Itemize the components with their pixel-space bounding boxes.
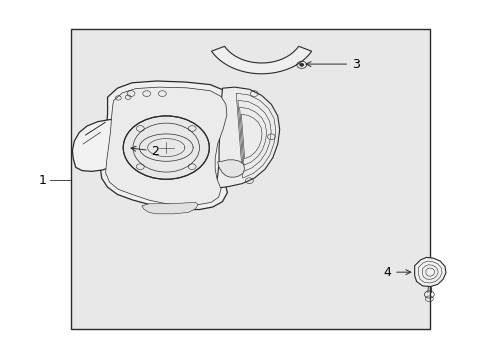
Text: 3: 3 [305,58,359,71]
Polygon shape [100,81,233,210]
Text: 1: 1 [39,174,46,186]
Polygon shape [142,202,198,214]
Circle shape [299,63,303,66]
Text: 4: 4 [383,266,410,279]
Polygon shape [414,257,445,287]
Bar [71,29,429,329]
Polygon shape [105,87,226,205]
Text: 2: 2 [131,145,159,158]
Polygon shape [211,46,311,74]
Polygon shape [72,120,137,171]
Polygon shape [217,160,244,177]
Polygon shape [215,87,279,188]
Circle shape [123,116,209,179]
